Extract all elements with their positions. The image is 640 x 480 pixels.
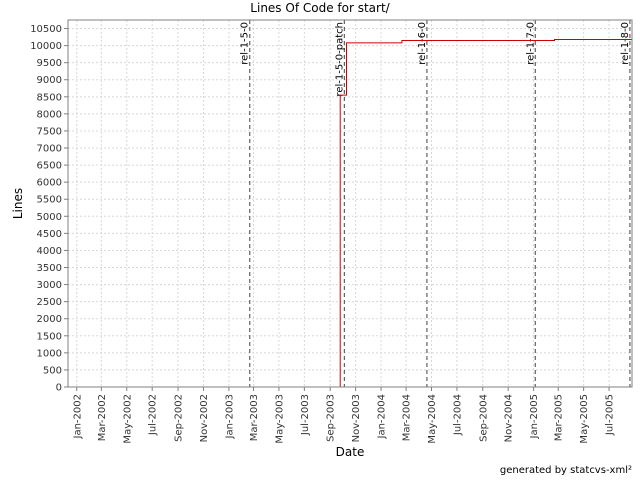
y-tick-label: 4500 (37, 229, 62, 240)
generator-note: generated by statcvs-xml² (499, 465, 632, 476)
y-tick-label: 6500 (37, 161, 62, 172)
release-marker-label: rel-1-5-0-patch (334, 22, 345, 97)
y-tick-label: 2500 (37, 297, 62, 308)
x-tick-label: Jul-2005 (605, 394, 616, 436)
y-tick-label: 9500 (37, 58, 62, 69)
y-axis: 0 500 1000 1500 2000 2500 3000 3500 4000 4500 5000… (30, 24, 68, 394)
grid (68, 20, 632, 388)
x-tick-label: May-2005 (579, 394, 590, 444)
x-tick-label: Jul-2004 (452, 394, 463, 436)
x-tick-label: Sep-2002 (174, 394, 185, 442)
x-tick-label: Jul-2003 (300, 394, 311, 436)
y-tick-label: 1000 (37, 348, 62, 359)
x-tick-label: May-2004 (427, 394, 438, 444)
x-tick-label: Jan-2002 (72, 394, 83, 439)
x-tick-label: Jan-2003 (224, 394, 235, 439)
y-tick-label: 0 (56, 383, 62, 394)
x-tick-label: Nov-2003 (351, 394, 362, 442)
x-tick-label: Jan-2005 (529, 394, 540, 439)
y-tick-label: 2000 (37, 314, 62, 325)
release-markers: rel-1-5-0 rel-1-5-0-patch rel-1-6-0 rel-1-7… (240, 20, 631, 387)
y-tick-label: 10500 (30, 24, 62, 35)
y-tick-label: 1500 (37, 331, 62, 342)
x-tick-label: May-2003 (274, 394, 285, 444)
release-marker-label: rel-1-5-0 (240, 22, 251, 65)
y-tick-label: 6000 (37, 178, 62, 189)
release-marker-label: rel-1-6-0 (417, 22, 428, 65)
y-tick-label: 3000 (37, 280, 62, 291)
y-tick-label: 5000 (37, 212, 62, 223)
x-tick-label: Jul-2002 (148, 394, 159, 436)
x-tick-label: Mar-2002 (97, 394, 108, 441)
y-tick-label: 10000 (30, 41, 62, 52)
y-tick-label: 9000 (37, 75, 62, 86)
plot-frame (67, 19, 633, 388)
y-tick-label: 5500 (37, 195, 62, 206)
y-tick-label: 3500 (37, 263, 62, 274)
x-tick-label: Mar-2003 (249, 394, 260, 441)
chart-title: Lines Of Code for start/ (250, 1, 390, 15)
x-axis: Jan-2002 Mar-2002 May-2002 Jul-2002 Sep-2002… (72, 387, 616, 444)
y-tick-label: 7000 (37, 144, 62, 155)
y-axis-label: Lines (11, 188, 25, 219)
y-tick-label: 4000 (37, 246, 62, 257)
y-tick-label: 500 (43, 365, 62, 376)
x-tick-label: Jan-2004 (377, 394, 388, 439)
x-tick-label: Sep-2003 (326, 394, 337, 442)
y-tick-label: 7500 (37, 126, 62, 137)
x-tick-label: Sep-2004 (478, 394, 489, 442)
x-tick-label: Nov-2002 (199, 394, 210, 442)
x-axis-label: Date (336, 445, 365, 459)
x-tick-label: Mar-2005 (554, 394, 565, 441)
series-line (76, 39, 632, 388)
y-tick-label: 8500 (37, 92, 62, 103)
x-tick-label: May-2002 (122, 394, 133, 444)
series-group (76, 39, 632, 388)
x-tick-label: Mar-2004 (402, 394, 413, 441)
x-tick-label: Nov-2004 (504, 394, 515, 442)
y-tick-label: 8000 (37, 109, 62, 120)
release-marker-label: rel-1-8-0 (620, 22, 631, 65)
release-marker-label: rel-1-7-0 (525, 22, 536, 65)
